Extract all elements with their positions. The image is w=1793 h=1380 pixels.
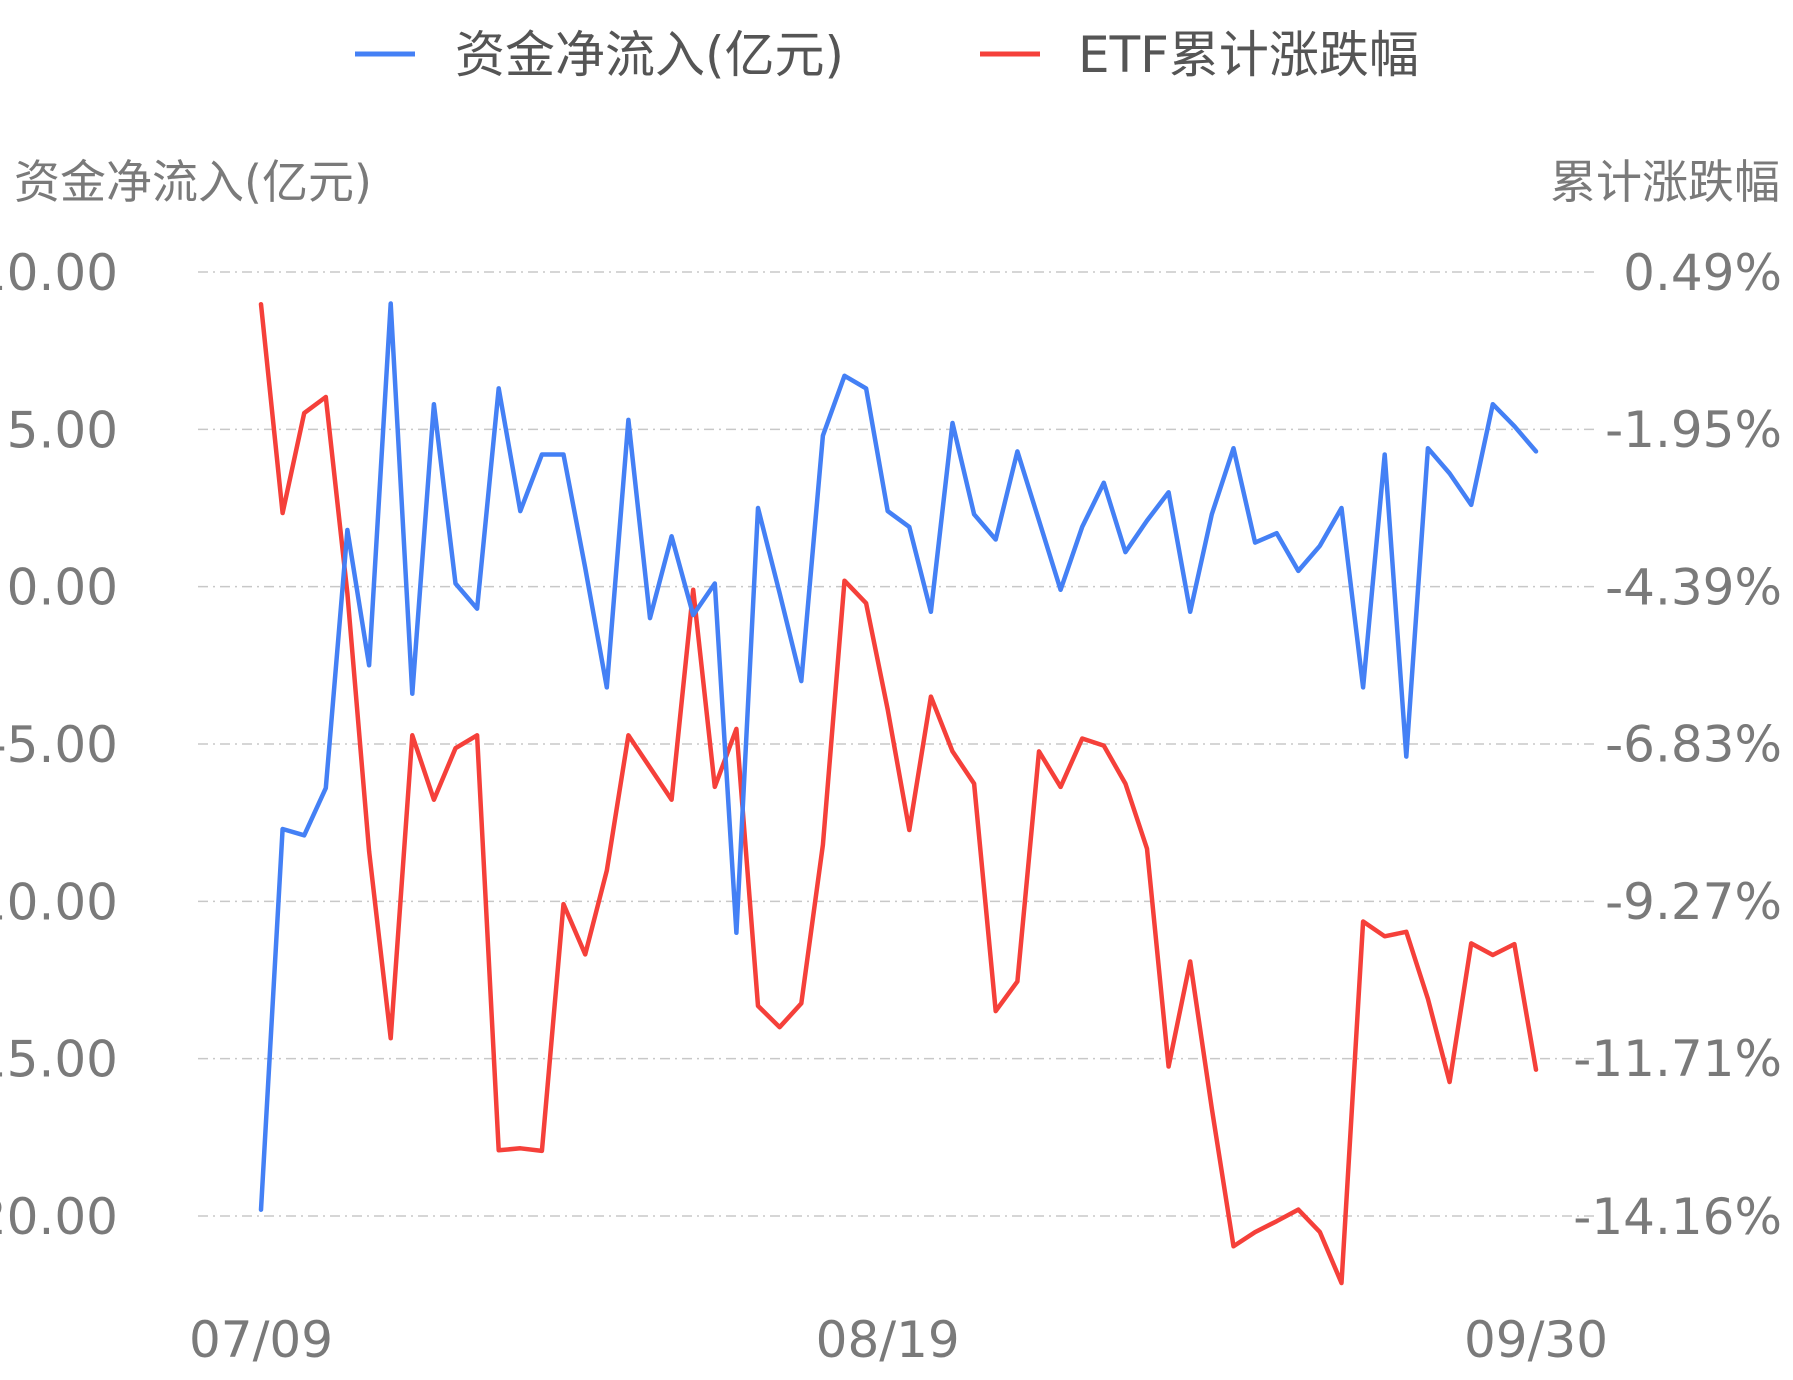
right-tick-label: -11.71% [1573,1030,1782,1088]
left-tick-label: 10.00 [0,244,118,302]
right-tick-label: 0.49% [1623,244,1782,302]
gridlines [198,271,1598,1217]
left-tick-label: -5.00 [0,716,118,774]
x-tick-label: 08/19 [816,1311,960,1369]
legend-label-etf-cumulative-change: ETF累计涨跌幅 [1078,26,1419,84]
right-axis-title: 累计涨跌幅 [1550,155,1780,209]
x-axis-ticks: 07/09 08/19 09/30 [189,1311,1608,1369]
right-tick-label: -9.27% [1605,873,1782,931]
x-tick-label: 07/09 [189,1311,333,1369]
series-layer [258,301,1539,1286]
left-axis-ticks: 10.00 5.00 0.00 -5.00 -10.00 -15.00 -20.00 [0,244,118,1246]
right-tick-label: -1.95% [1605,401,1782,459]
x-tick-label: 09/30 [1464,1311,1608,1369]
left-tick-label: -10.00 [0,873,118,931]
right-tick-label: -14.16% [1573,1188,1782,1246]
left-tick-label: 0.00 [7,559,118,617]
left-tick-label: -20.00 [0,1188,118,1246]
left-tick-label: 5.00 [7,401,118,459]
right-axis-ticks: 0.49% -1.95% -4.39% -6.83% -9.27% -11.71% -14.… [1573,244,1782,1246]
right-tick-label: -4.39% [1605,558,1782,616]
legend-label-net-inflow: 资金净流入(亿元) [455,26,844,84]
right-tick-label: -6.83% [1605,716,1782,774]
series-line-net-inflow [258,301,1539,1212]
series-line-etf-cumulative-change [258,301,1539,1286]
legend: 资金净流入(亿元) ETF累计涨跌幅 [355,26,1419,84]
left-tick-label: -15.00 [0,1031,118,1089]
left-axis-title: 资金净流入(亿元) [14,155,372,209]
